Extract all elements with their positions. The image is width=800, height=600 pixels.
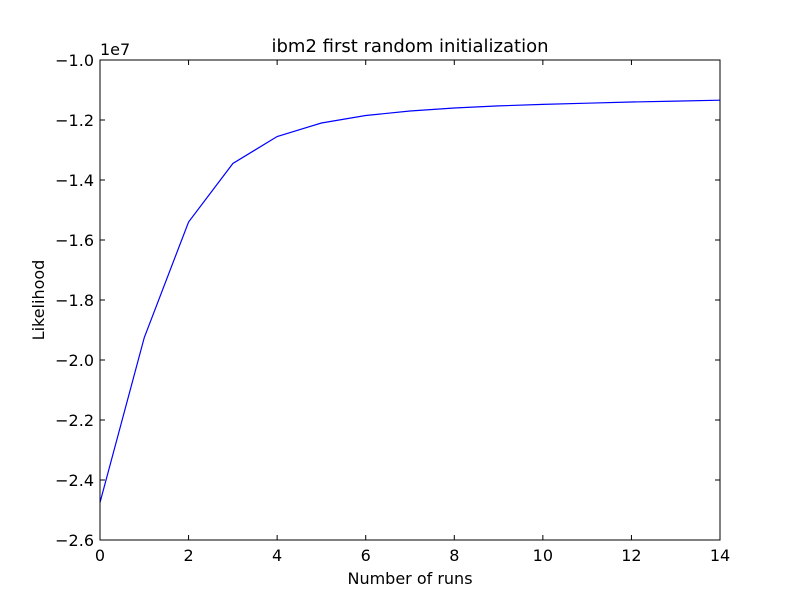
x-tick-label: 6 <box>361 546 371 565</box>
y-tick-label: −1.8 <box>55 291 94 310</box>
x-tick-label: 10 <box>533 546 553 565</box>
x-tick-label: 14 <box>710 546 730 565</box>
series-line-0 <box>99 99 721 503</box>
x-tick-label: 4 <box>272 546 282 565</box>
y-tick-label: −1.2 <box>55 111 94 130</box>
x-axis-label: Number of runs <box>347 569 472 588</box>
y-tick-label: −2.4 <box>55 471 94 490</box>
plot-series <box>99 99 721 503</box>
y-axis: −2.6 −2.4 −2.2 −2.0 −1.8 −1.6 −1.4 −1.2 −1.0 <box>55 51 720 550</box>
x-tick-label: 8 <box>449 546 459 565</box>
plot-frame <box>99 59 721 541</box>
y-axis-label: Likelihood <box>29 260 48 341</box>
x-tick-label: 2 <box>183 546 193 565</box>
y-tick-label: −2.6 <box>55 531 94 550</box>
x-tick-label: 0 <box>95 546 105 565</box>
y-tick-label: −2.0 <box>55 351 94 370</box>
y-axis-scale-label: 1e7 <box>100 40 130 59</box>
y-tick-label: −2.2 <box>55 411 94 430</box>
chart-title: ibm2 first random initialization <box>271 36 548 57</box>
x-axis: 0 2 4 6 8 10 12 14 <box>95 60 730 565</box>
y-tick-label: −1.4 <box>55 171 94 190</box>
x-tick-label: 12 <box>621 546 641 565</box>
y-tick-label: −1.0 <box>55 51 94 70</box>
y-tick-label: −1.6 <box>55 231 94 250</box>
